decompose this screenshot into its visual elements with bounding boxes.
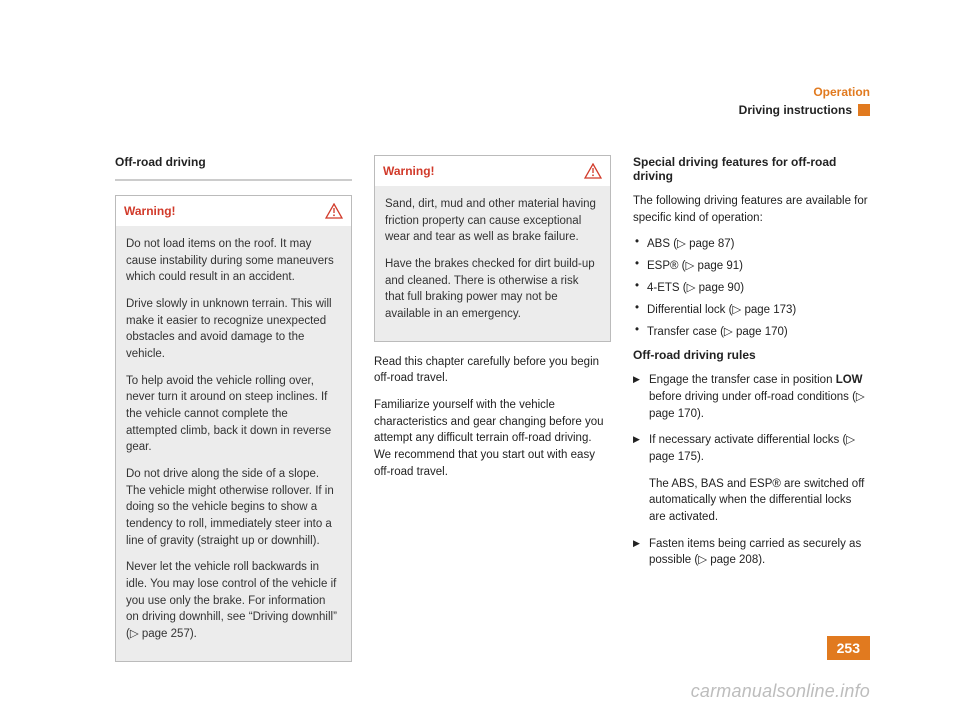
text: If necessary activate differential locks…	[649, 434, 855, 463]
col3-heading2: Off-road driving rules	[633, 348, 870, 362]
warning-para: Sand, dirt, mud and other material havin…	[385, 196, 600, 246]
list-item: ESP® (▷ page 91)	[633, 258, 870, 272]
heading-rule	[115, 179, 352, 181]
section-title: Driving instructions	[739, 103, 852, 117]
warning-para: Have the brakes checked for dirt build-u…	[385, 256, 600, 323]
warning-para: Never let the vehicle roll backwards in …	[126, 559, 341, 642]
rules-list: Engage the transfer case in position LOW…	[633, 372, 870, 569]
column-2: Warning! Sand, dirt, mud and other mater…	[374, 155, 611, 674]
col3-heading1: Special driving features for off-road dr…	[633, 155, 870, 183]
watermark: carmanualsonline.info	[691, 681, 870, 702]
warning-header: Warning!	[116, 196, 351, 226]
page-number: 253	[827, 636, 870, 660]
section-marker-icon	[858, 104, 870, 116]
text: before driving under off-road conditions…	[649, 391, 865, 420]
list-item: ABS (▷ page 87)	[633, 236, 870, 250]
warning-title: Warning!	[124, 204, 176, 218]
warning-box-1: Warning! Do not load items on the roof. …	[115, 195, 352, 662]
text: Engage the transfer case in position	[649, 374, 836, 386]
text-bold: LOW	[836, 374, 863, 386]
list-item: Fasten items being carried as securely a…	[633, 536, 870, 569]
warning-box-2: Warning! Sand, dirt, mud and other mater…	[374, 155, 611, 342]
col1-heading: Off-road driving	[115, 155, 352, 169]
warning-para: Do not drive along the side of a slope. …	[126, 466, 341, 549]
list-item: Engage the transfer case in position LOW…	[633, 372, 870, 422]
warning-triangle-icon	[325, 203, 343, 219]
body-para: Read this chapter carefully before you b…	[374, 354, 611, 387]
list-item: If necessary activate differential locks…	[633, 432, 870, 465]
page-header: Operation Driving instructions	[739, 85, 870, 117]
content-columns: Off-road driving Warning! Do not load it…	[115, 155, 870, 674]
column-1: Off-road driving Warning! Do not load it…	[115, 155, 352, 674]
warning-body: Sand, dirt, mud and other material havin…	[375, 186, 610, 341]
list-item: The ABS, BAS and ESP® are switched off a…	[633, 476, 870, 526]
warning-para: To help avoid the vehicle rolling over, …	[126, 373, 341, 456]
warning-para: Drive slowly in unknown terrain. This wi…	[126, 296, 341, 363]
warning-body: Do not load items on the roof. It may ca…	[116, 226, 351, 661]
col3-intro: The following driving features are avail…	[633, 193, 870, 226]
warning-title: Warning!	[383, 164, 435, 178]
list-item: 4-ETS (▷ page 90)	[633, 280, 870, 294]
feature-list: ABS (▷ page 87) ESP® (▷ page 91) 4-ETS (…	[633, 236, 870, 338]
warning-para: Do not load items on the roof. It may ca…	[126, 236, 341, 286]
list-item: Differential lock (▷ page 173)	[633, 302, 870, 316]
warning-header: Warning!	[375, 156, 610, 186]
manual-page: Operation Driving instructions Off-road …	[0, 0, 960, 720]
warning-triangle-icon	[584, 163, 602, 179]
chapter-title: Operation	[739, 85, 870, 99]
column-3: Special driving features for off-road dr…	[633, 155, 870, 674]
text: The ABS, BAS and ESP® are switched off a…	[649, 478, 864, 523]
text: Fasten items being carried as securely a…	[649, 538, 861, 567]
body-para: Familiarize yourself with the vehicle ch…	[374, 397, 611, 480]
list-item: Transfer case (▷ page 170)	[633, 324, 870, 338]
